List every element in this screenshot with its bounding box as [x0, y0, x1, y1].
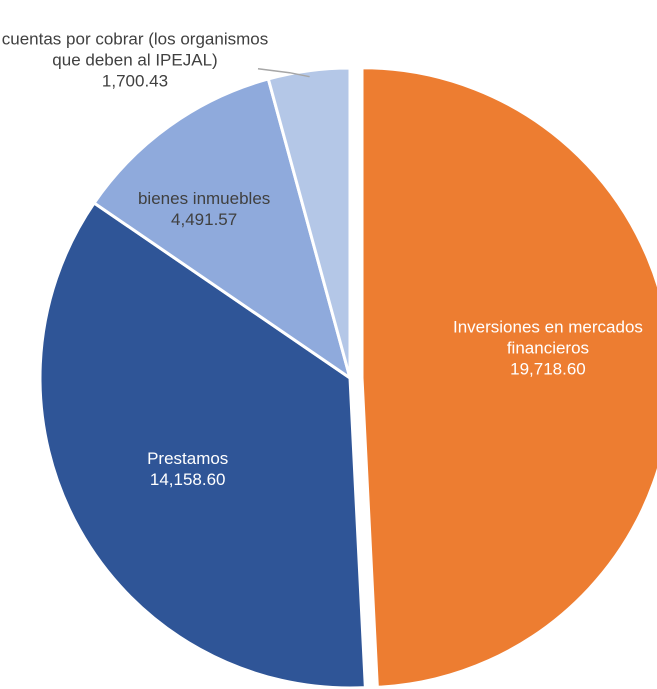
- pie-slice: [92, 77, 353, 382]
- category-label: bienes inmuebles: [137, 189, 271, 209]
- value-label: 19,718.60: [510, 359, 586, 379]
- slice-label: Inversiones en mercados financieros 19,71…: [443, 317, 653, 380]
- leader-line: [257, 67, 310, 78]
- pie-slice: [38, 200, 367, 689]
- value-label: 14,158.60: [149, 469, 226, 489]
- value-label: 1,700.43: [101, 71, 169, 91]
- value-label: 4,491.57: [171, 210, 238, 230]
- pie-slice: [266, 66, 352, 379]
- category-label: Prestamos: [147, 448, 229, 468]
- pie-slice: [360, 66, 657, 689]
- slice-label: cuentas por cobrar (los organismos que d…: [0, 29, 270, 92]
- slice-label: Prestamos 14,158.60: [103, 448, 273, 490]
- slice-label: bienes inmuebles 4,491.57: [119, 188, 289, 230]
- category-label: Inversiones en mercados financieros: [452, 317, 643, 358]
- category-label: cuentas por cobrar (los organismos que d…: [1, 29, 269, 70]
